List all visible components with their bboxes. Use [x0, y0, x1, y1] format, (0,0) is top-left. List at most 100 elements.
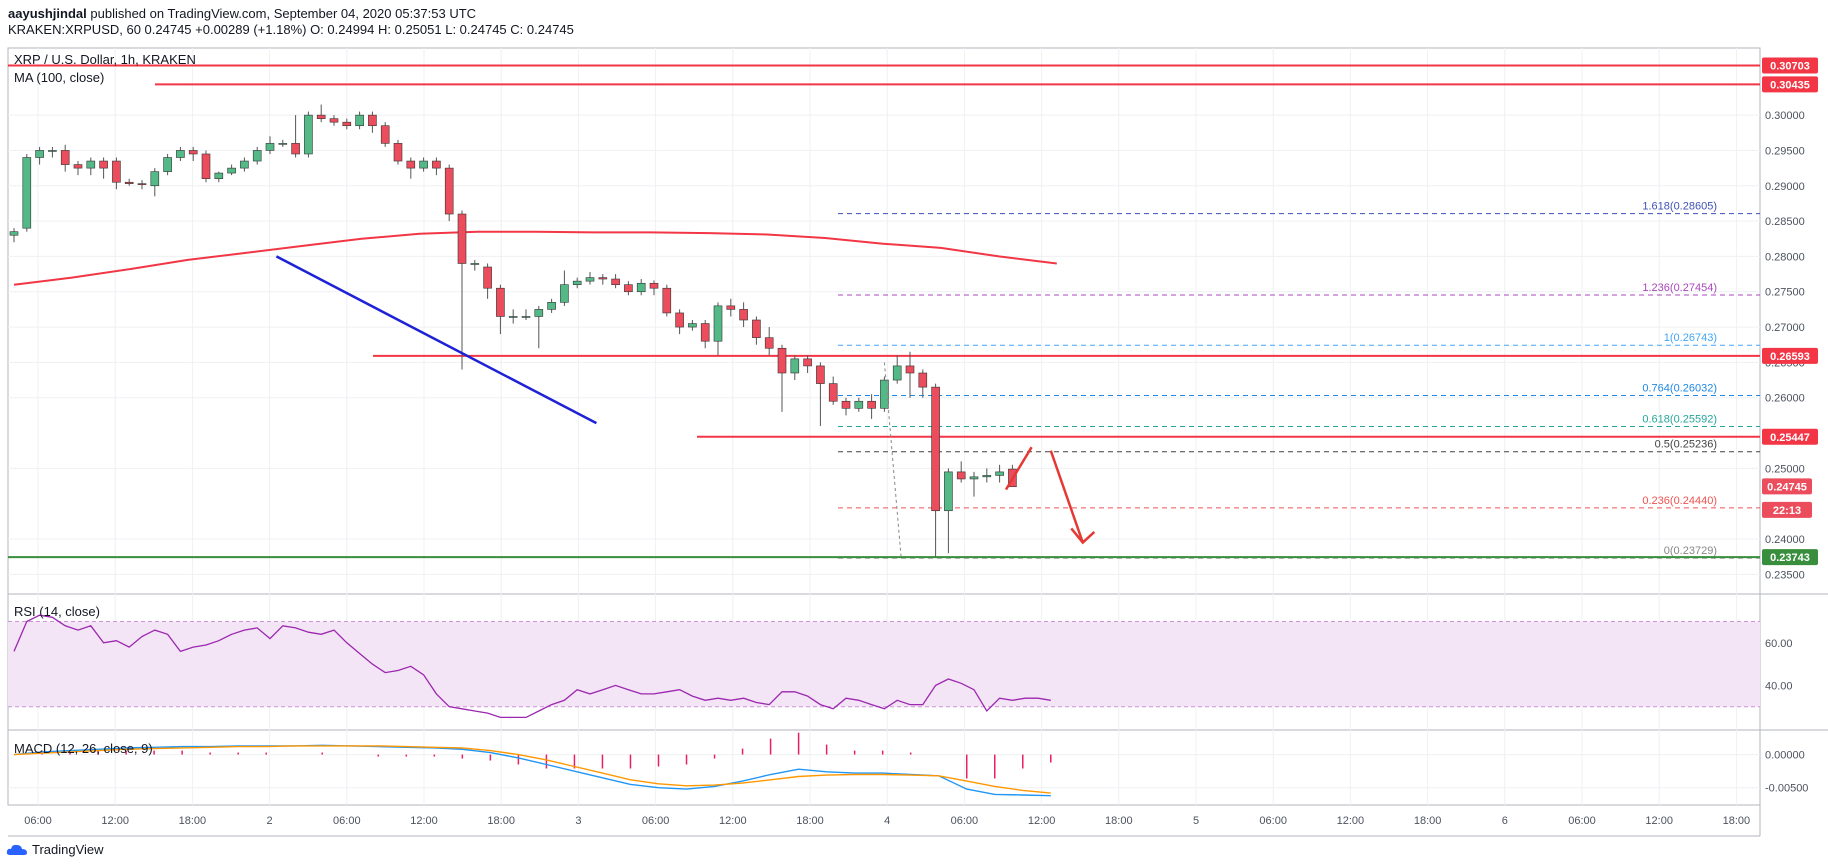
candle-body [803, 358, 812, 367]
candle-body [956, 471, 966, 480]
x-tick-label: 12:00 [1645, 815, 1673, 827]
price-label-box [1762, 347, 1818, 364]
candle-body [675, 312, 684, 328]
x-tick-label: 18:00 [1105, 815, 1133, 827]
current-price-tag [1762, 501, 1812, 518]
candle-body [880, 379, 889, 409]
candle-body [137, 183, 147, 185]
price-label-box [1762, 428, 1818, 445]
x-tick-label: 12:00 [1337, 815, 1365, 827]
candle-body [188, 150, 198, 155]
candle-body [240, 160, 249, 169]
candle-body [265, 143, 275, 151]
candle-body [60, 150, 70, 165]
rsi-tick-label: 60.00 [1765, 638, 1793, 650]
publish-header: aayushjindal published on TradingView.co… [8, 6, 476, 21]
y-tick-label: 0.28000 [1765, 251, 1805, 263]
fib-level-label: 1.236(0.27454) [1642, 282, 1717, 294]
candle-body [483, 266, 492, 289]
x-tick-label: 18:00 [796, 815, 824, 827]
candle-body [854, 400, 864, 409]
candle-body [944, 471, 953, 512]
macd-legend[interactable]: MACD (12, 26, close, 9) [14, 741, 153, 756]
x-tick-label: 12:00 [410, 815, 438, 827]
x-tick-label: 12:00 [1028, 815, 1056, 827]
x-tick-label: 6 [1502, 815, 1508, 827]
forecast-arrow-down [1049, 450, 1084, 543]
x-tick-label: 06:00 [24, 815, 52, 827]
forecast-arrow-head [1070, 527, 1096, 545]
x-tick-label: 12:00 [101, 815, 129, 827]
price-label-box [1762, 549, 1818, 566]
x-tick-label: 2 [267, 815, 273, 827]
candle-body [688, 323, 697, 328]
fib-level-label: 0.618(0.25592) [1642, 414, 1717, 426]
rsi-legend[interactable]: RSI (14, close) [14, 604, 100, 619]
x-tick-label: 18:00 [1414, 815, 1442, 827]
y-tick-label: 0.28500 [1765, 216, 1805, 228]
price-label-text: 0.25447 [1770, 432, 1810, 444]
candle-body [969, 476, 979, 480]
y-tick-label: 0.23500 [1765, 569, 1805, 581]
fib-level-label: 0.764(0.26032) [1642, 382, 1717, 394]
candle-body [649, 282, 659, 289]
rsi-tick-label: 40.00 [1765, 680, 1793, 692]
candle-body [9, 231, 19, 236]
y-tick-label: 0.30000 [1765, 110, 1805, 122]
candle-body [816, 365, 825, 384]
ma-legend[interactable]: MA (100, close) [14, 70, 105, 85]
candle-body [905, 365, 915, 374]
candle-body [752, 319, 761, 338]
tradingview-footer[interactable]: TradingView [6, 842, 104, 857]
y-tick-label: 0.29000 [1765, 181, 1805, 193]
candle-body [918, 372, 928, 388]
candle-body [841, 400, 851, 409]
candle-body [713, 305, 723, 342]
candle-body [598, 277, 608, 280]
macd-tick-label: -0.00500 [1765, 783, 1808, 795]
x-tick-label: 06:00 [642, 815, 670, 827]
rsi-line [13, 614, 1051, 719]
fib-level-label: 0.236(0.24440) [1642, 495, 1717, 507]
y-tick-label: 0.26000 [1765, 393, 1805, 405]
x-tick-label: 18:00 [1723, 815, 1751, 827]
candle-body [150, 171, 160, 187]
macd-line [13, 744, 1051, 797]
candle-body [828, 383, 838, 402]
candle-body [112, 160, 121, 183]
cloud-icon [6, 844, 28, 855]
candle-body [329, 118, 339, 123]
y-tick-label: 0.29500 [1765, 145, 1805, 157]
current-price-tag [1762, 478, 1812, 495]
x-tick-label: 06:00 [951, 815, 979, 827]
signal-line [13, 745, 1051, 794]
candle-body [521, 316, 531, 318]
x-tick-label: 06:00 [333, 815, 361, 827]
candle-body [278, 143, 288, 145]
candle-body [73, 164, 83, 169]
candle-body [48, 150, 57, 152]
candle-body [636, 282, 646, 293]
candle-body [534, 309, 544, 317]
candle-body [380, 125, 390, 144]
candle-body [585, 277, 595, 282]
current-price-text: 0.24745 [1767, 481, 1807, 493]
candle-body [611, 278, 620, 285]
author-name[interactable]: aayushjindal [8, 6, 87, 21]
x-tick-label: 12:00 [719, 815, 747, 827]
candle-body [176, 150, 185, 158]
price-label-text: 0.23743 [1770, 552, 1810, 564]
candle-body [368, 114, 377, 127]
descending-trendline [275, 255, 597, 425]
candle-body [99, 160, 108, 169]
x-tick-label: 06:00 [1568, 815, 1596, 827]
candle-body [931, 386, 940, 512]
candle-body [163, 157, 172, 172]
fib-level-label: 0.5(0.25236) [1655, 439, 1717, 451]
candle-body [777, 347, 787, 374]
candle-body [227, 167, 236, 174]
candle-body [572, 280, 582, 285]
candle-body [22, 157, 32, 229]
candle-body [892, 365, 902, 381]
